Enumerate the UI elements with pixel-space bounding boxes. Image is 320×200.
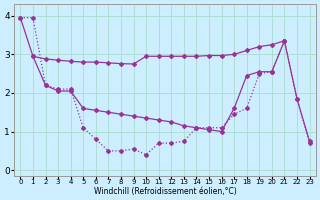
X-axis label: Windchill (Refroidissement éolien,°C): Windchill (Refroidissement éolien,°C) (93, 187, 236, 196)
